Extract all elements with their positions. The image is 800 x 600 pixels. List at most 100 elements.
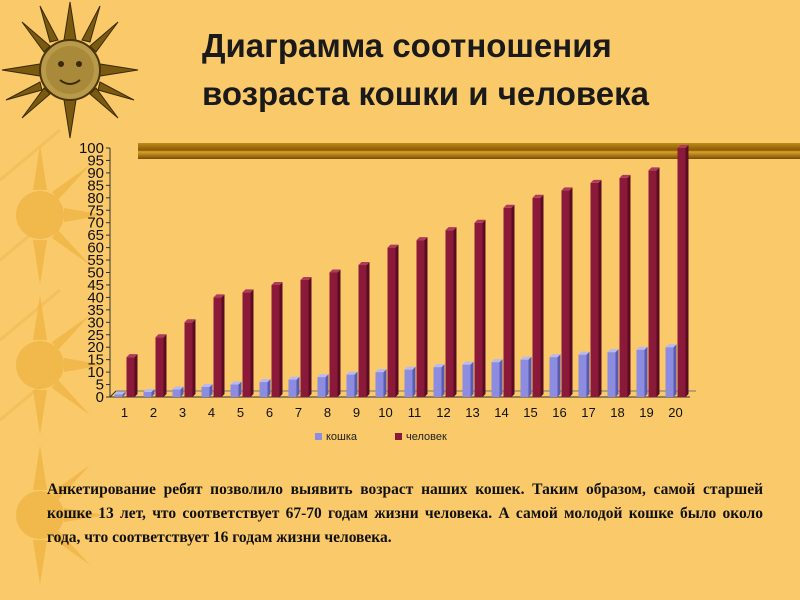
bar-side bbox=[151, 389, 155, 397]
bar-human bbox=[590, 182, 599, 397]
bar-top bbox=[114, 391, 126, 395]
bar-side bbox=[209, 384, 213, 397]
bar-human bbox=[503, 207, 512, 397]
bar-top bbox=[520, 356, 532, 360]
x-tick-label: 13 bbox=[465, 405, 479, 420]
bar-top bbox=[155, 334, 167, 338]
bar-human bbox=[445, 230, 454, 397]
y-tick-label: 55 bbox=[87, 252, 104, 269]
bar-side bbox=[383, 369, 387, 397]
x-tick-label: 5 bbox=[237, 405, 244, 420]
bar-human bbox=[213, 297, 222, 397]
sun-icon bbox=[16, 295, 105, 435]
bar-top bbox=[329, 269, 341, 273]
bar-side bbox=[221, 294, 225, 397]
bar-side bbox=[673, 344, 677, 397]
bar-side bbox=[470, 361, 474, 397]
bar-side bbox=[192, 319, 196, 397]
y-tick-label: 75 bbox=[87, 202, 104, 219]
bar-side bbox=[557, 354, 561, 397]
x-tick-label: 4 bbox=[208, 405, 215, 420]
bar-cat bbox=[114, 394, 123, 397]
bar-side bbox=[279, 281, 283, 397]
bar-side bbox=[586, 351, 590, 397]
bar-cat bbox=[636, 349, 645, 397]
bar-cat bbox=[375, 372, 384, 397]
bar-top bbox=[300, 276, 312, 280]
y-tick-label: 15 bbox=[87, 352, 104, 369]
bar-top bbox=[433, 364, 445, 368]
y-tick-label: 35 bbox=[87, 302, 104, 319]
x-tick-label: 10 bbox=[378, 405, 392, 420]
bar-human bbox=[358, 265, 367, 397]
y-tick-label: 40 bbox=[87, 289, 104, 306]
bar-top bbox=[172, 386, 184, 390]
bar-top bbox=[271, 281, 283, 285]
bar-side bbox=[267, 379, 271, 397]
slide-title-line1: Диаграмма соотношения bbox=[202, 27, 612, 64]
bar-human bbox=[329, 272, 338, 397]
y-tick-label: 65 bbox=[87, 227, 104, 244]
y-tick-label: 85 bbox=[87, 177, 104, 194]
bar-top bbox=[561, 187, 573, 191]
bar-side bbox=[395, 244, 399, 397]
legend-swatch-human bbox=[395, 433, 402, 440]
bar-top bbox=[242, 289, 254, 293]
bar-side bbox=[453, 227, 457, 397]
sun-icon bbox=[16, 445, 105, 585]
bar-human bbox=[416, 240, 425, 397]
y-tick-label: 30 bbox=[87, 314, 104, 331]
x-tick-label: 15 bbox=[523, 405, 537, 420]
bar-cat bbox=[317, 377, 326, 397]
legend-swatch-cat bbox=[315, 433, 322, 440]
x-tick-label: 17 bbox=[581, 405, 595, 420]
x-tick-label: 3 bbox=[179, 405, 186, 420]
x-tick-label: 20 bbox=[668, 405, 682, 420]
bar-top bbox=[201, 384, 213, 388]
bar-cat bbox=[404, 369, 413, 397]
y-tick-label: 10 bbox=[87, 364, 104, 381]
bar-top bbox=[619, 174, 631, 178]
bar-human bbox=[474, 222, 483, 397]
bar-top bbox=[126, 354, 138, 358]
bar-top bbox=[578, 351, 590, 355]
bar-top bbox=[503, 204, 515, 208]
sun-face-icon bbox=[1, 1, 139, 139]
bar-cat bbox=[288, 379, 297, 397]
bar-side bbox=[238, 381, 242, 397]
bar-side bbox=[134, 354, 138, 397]
bar-human bbox=[387, 247, 396, 397]
y-tick-label: 80 bbox=[87, 190, 104, 207]
x-tick-label: 11 bbox=[408, 405, 422, 420]
bar-human bbox=[648, 170, 657, 397]
bar-cat bbox=[491, 362, 500, 397]
bar-cat bbox=[549, 357, 558, 397]
axis-depth-line bbox=[109, 390, 117, 398]
bar-top bbox=[387, 244, 399, 248]
x-tick-label: 16 bbox=[552, 405, 566, 420]
bar-side bbox=[296, 376, 300, 397]
bar-cat bbox=[172, 389, 181, 397]
sun-icon bbox=[16, 145, 105, 285]
bar-human bbox=[561, 190, 570, 397]
bar-side bbox=[685, 145, 689, 397]
x-tick-label: 2 bbox=[150, 405, 157, 420]
bar-top bbox=[491, 359, 503, 363]
x-tick-label: 14 bbox=[494, 405, 508, 420]
decorative-gold-bar bbox=[138, 143, 800, 159]
bar-human bbox=[242, 292, 251, 397]
y-tick-label: 100 bbox=[79, 140, 104, 157]
bar-human bbox=[677, 148, 686, 397]
bar-side bbox=[308, 276, 312, 397]
bar-side bbox=[250, 289, 254, 397]
y-tick-label: 5 bbox=[96, 377, 104, 394]
slide-title-line2: возраста кошки и человека bbox=[202, 75, 649, 112]
bar-cat bbox=[143, 392, 152, 397]
bar-cat bbox=[433, 367, 442, 397]
bar-top bbox=[549, 354, 561, 358]
x-tick-label: 6 bbox=[266, 405, 273, 420]
bar-top bbox=[462, 361, 474, 365]
x-tick-label: 12 bbox=[436, 405, 450, 420]
legend-label-cat: кошка bbox=[326, 431, 358, 443]
bar-top bbox=[648, 167, 660, 171]
